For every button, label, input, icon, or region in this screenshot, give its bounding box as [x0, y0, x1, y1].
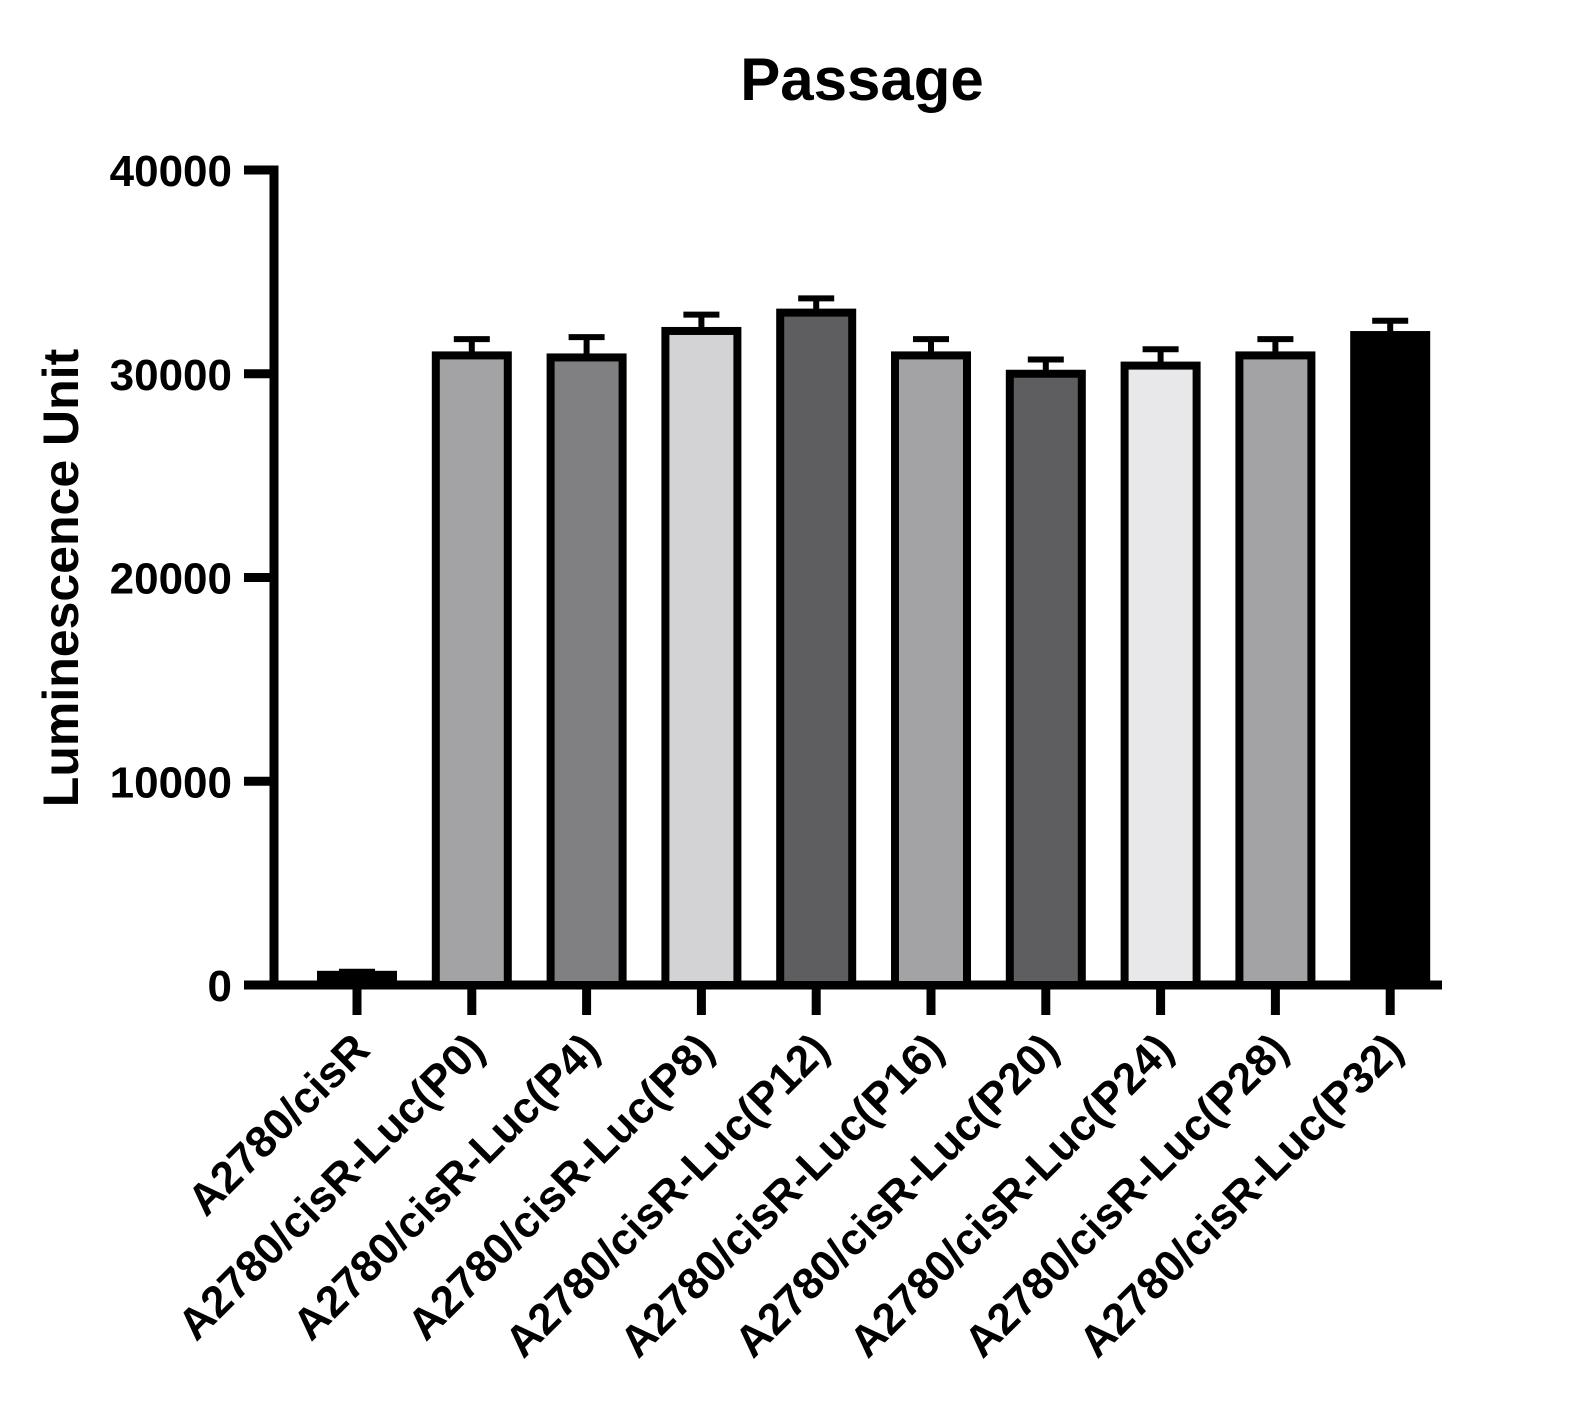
- bar: [776, 308, 857, 989]
- bar: [1350, 331, 1431, 990]
- y-tick-label: 0: [208, 962, 232, 1011]
- chart-title: Passage: [740, 46, 984, 113]
- y-tick-label: 10000: [110, 758, 232, 807]
- bar: [661, 326, 742, 989]
- bar: [1235, 351, 1316, 990]
- y-tick-label: 20000: [110, 555, 232, 604]
- bars: [317, 308, 1431, 990]
- bar: [317, 970, 397, 989]
- bar: [431, 351, 512, 990]
- x-tick-labels: A2780/cisRA2780/cisR-Luc(P0)A2780/cisR-L…: [169, 1024, 1413, 1366]
- bar: [1120, 361, 1201, 990]
- y-tick-label: 30000: [110, 351, 232, 400]
- y-axis-title: Luminescence Unit: [33, 348, 89, 807]
- bar: [891, 351, 971, 990]
- bar: [1005, 369, 1086, 989]
- y-tick-label: 40000: [110, 147, 232, 196]
- bar: [546, 353, 627, 989]
